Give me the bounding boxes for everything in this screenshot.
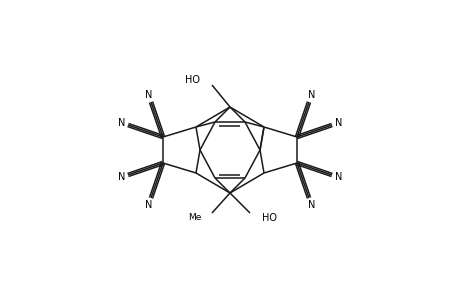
Text: HO: HO bbox=[185, 75, 200, 85]
Text: N: N bbox=[118, 118, 125, 128]
Text: N: N bbox=[118, 172, 125, 182]
Text: N: N bbox=[307, 90, 314, 100]
Text: N: N bbox=[334, 118, 341, 128]
Text: N: N bbox=[145, 90, 152, 100]
Text: N: N bbox=[307, 200, 314, 210]
Text: Me: Me bbox=[188, 214, 202, 223]
Text: N: N bbox=[334, 172, 341, 182]
Text: HO: HO bbox=[262, 213, 276, 223]
Text: N: N bbox=[145, 200, 152, 210]
